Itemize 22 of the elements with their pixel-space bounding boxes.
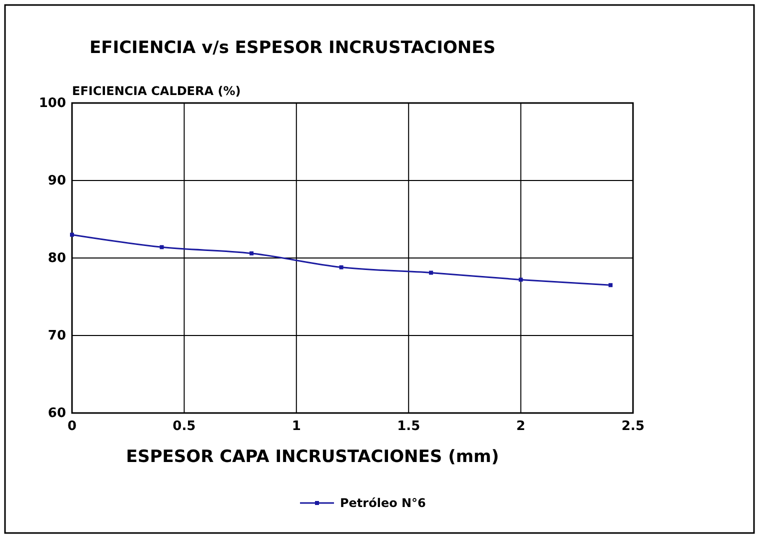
x-tick-label: 1: [292, 419, 301, 434]
point: [608, 283, 613, 288]
chart-title: EFICIENCIA v/s ESPESOR INCRUSTACIONES: [90, 38, 496, 58]
point: [429, 270, 434, 275]
point: [160, 245, 164, 250]
point: [518, 278, 523, 282]
x-axis-title: ESPESOR CAPA INCRUSTACIONES (mm): [126, 447, 500, 467]
point: [339, 265, 344, 270]
x-tick-label: 0: [67, 419, 77, 434]
x-tick-label: 2.5: [621, 419, 645, 434]
y-axis-title: EFICIENCIA CALDERA (%): [72, 84, 241, 98]
y-tick-label: 60: [48, 406, 66, 422]
y-tick-label: 100: [38, 96, 66, 112]
x-tick-label: 0.5: [172, 419, 196, 434]
y-tick-label: 90: [48, 174, 66, 189]
point: [250, 251, 254, 256]
x-tick-label: 1.5: [397, 419, 420, 434]
legend-label: Petróleo N°6: [340, 496, 426, 510]
point: [70, 232, 74, 237]
y-tick-label: 70: [48, 328, 66, 344]
x-tick-label: 2: [516, 419, 526, 434]
y-tick-label: 80: [48, 251, 66, 266]
